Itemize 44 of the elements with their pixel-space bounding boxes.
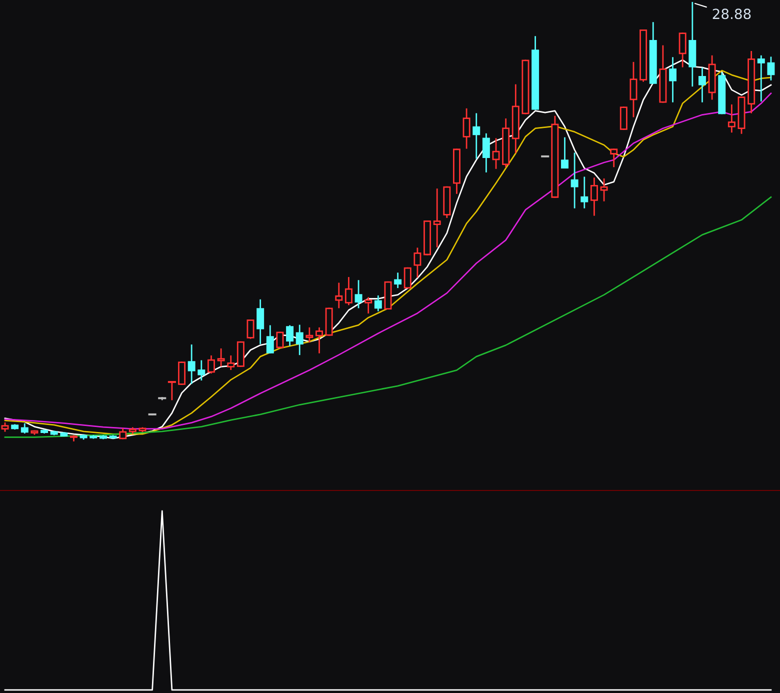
candlestick (188, 344, 196, 384)
candlestick (600, 178, 608, 202)
candlestick (414, 248, 422, 278)
candlestick (678, 32, 686, 68)
candlestick (394, 272, 402, 288)
candlestick (296, 324, 304, 356)
candlestick (630, 62, 638, 118)
candlestick (610, 148, 618, 168)
candlestick (570, 152, 578, 208)
candlestick (462, 108, 470, 149)
candlestick (374, 295, 382, 312)
candlestick (728, 104, 736, 133)
candlestick (266, 325, 274, 354)
candlestick (227, 355, 235, 370)
candlestick (354, 280, 362, 308)
candlestick (198, 360, 206, 380)
annotation: 28.88 (712, 8, 751, 20)
candlestick (669, 57, 677, 102)
candlestick (364, 297, 372, 314)
candlestick (698, 68, 706, 102)
candlestick (492, 138, 500, 169)
candlestick (482, 133, 490, 172)
candlestick (246, 320, 254, 339)
candlestick (472, 113, 480, 159)
candlestick (620, 106, 628, 130)
candlestick (335, 282, 343, 308)
candlestick (168, 381, 176, 400)
candlestick (433, 188, 441, 248)
candlestick (767, 56, 775, 80)
candlestick (757, 55, 765, 102)
candlestick (207, 355, 215, 374)
candlestick (276, 332, 284, 348)
candlestick (316, 327, 323, 354)
candlestick (178, 362, 186, 385)
candlestick (306, 327, 314, 342)
candlestick (286, 325, 294, 346)
candlestick (590, 178, 598, 216)
candlestick (119, 428, 127, 440)
candlestick (256, 299, 264, 344)
candlestick (404, 267, 412, 288)
candlestick (344, 277, 352, 306)
candlestick (217, 348, 225, 366)
candlestick (580, 176, 588, 208)
candlestick (561, 137, 568, 168)
